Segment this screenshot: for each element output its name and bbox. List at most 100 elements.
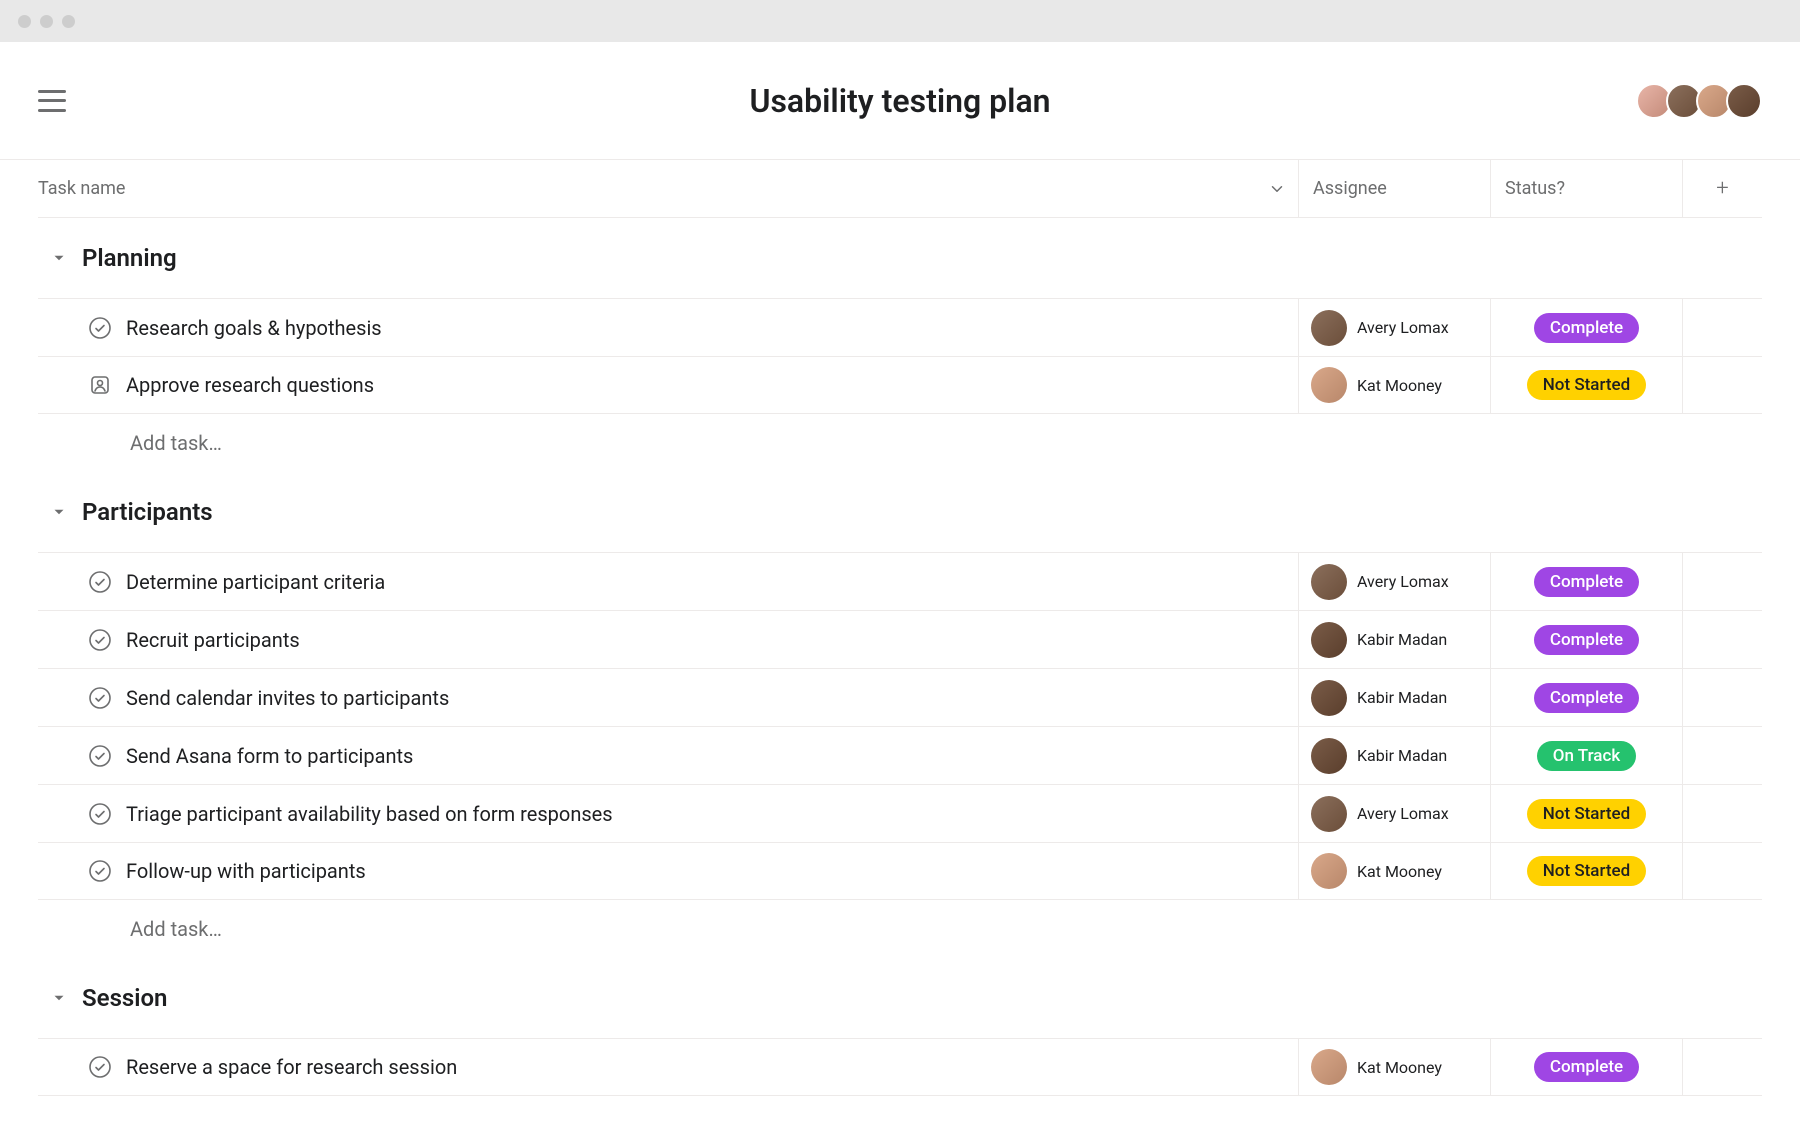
check-circle-icon[interactable]: [88, 802, 112, 826]
window-chrome: [0, 0, 1800, 42]
approval-icon[interactable]: [88, 373, 112, 397]
check-circle-icon[interactable]: [88, 628, 112, 652]
task-row[interactable]: Send calendar invites to participants Kab…: [38, 668, 1762, 726]
chevron-down-icon[interactable]: [1268, 180, 1286, 198]
extra-cell: [1682, 727, 1762, 784]
section-header[interactable]: Planning: [38, 218, 1762, 298]
status-cell[interactable]: On Track: [1490, 727, 1682, 784]
status-badge: Complete: [1534, 313, 1639, 343]
window-dot: [40, 15, 53, 28]
assignee-cell[interactable]: Kat Mooney: [1298, 843, 1490, 899]
avatar: [1311, 680, 1347, 716]
assignee-name: Avery Lomax: [1357, 572, 1449, 591]
table-header: Task name Assignee Status? +: [38, 160, 1762, 218]
task-name: Research goals & hypothesis: [126, 316, 382, 340]
assignee-name: Kat Mooney: [1357, 1058, 1442, 1077]
task-row[interactable]: Reserve a space for research session Kat …: [38, 1038, 1762, 1096]
section-title: Participants: [82, 498, 213, 526]
task-name: Send Asana form to participants: [126, 744, 413, 768]
status-cell[interactable]: Complete: [1490, 611, 1682, 668]
task-name: Reserve a space for research session: [126, 1055, 457, 1079]
task-row[interactable]: Send Asana form to participants Kabir Mad…: [38, 726, 1762, 784]
status-badge: Complete: [1534, 1052, 1639, 1082]
assignee-cell[interactable]: Kabir Madan: [1298, 611, 1490, 668]
check-circle-icon[interactable]: [88, 1055, 112, 1079]
caret-down-icon[interactable]: [50, 249, 68, 267]
column-task-name: Task name: [38, 178, 125, 199]
assignee-cell[interactable]: Kabir Madan: [1298, 669, 1490, 726]
window-dot: [18, 15, 31, 28]
assignee-cell[interactable]: Kat Mooney: [1298, 1039, 1490, 1095]
avatar: [1311, 310, 1347, 346]
status-badge: Complete: [1534, 567, 1639, 597]
check-circle-icon[interactable]: [88, 316, 112, 340]
task-row[interactable]: Determine participant criteria Avery Loma…: [38, 552, 1762, 610]
extra-cell: [1682, 1039, 1762, 1095]
check-circle-icon[interactable]: [88, 686, 112, 710]
section-header[interactable]: Participants: [38, 472, 1762, 552]
task-name: Determine participant criteria: [126, 570, 385, 594]
avatar[interactable]: [1726, 83, 1762, 119]
add-task-button[interactable]: Add task…: [38, 414, 1762, 472]
add-task-button[interactable]: Add task…: [38, 900, 1762, 958]
status-cell[interactable]: Not Started: [1490, 785, 1682, 842]
add-column-button[interactable]: +: [1682, 160, 1762, 217]
extra-cell: [1682, 669, 1762, 726]
task-row[interactable]: Triage participant availability based on…: [38, 784, 1762, 842]
hamburger-menu-icon[interactable]: [38, 90, 66, 112]
caret-down-icon[interactable]: [50, 989, 68, 1007]
column-assignee: Assignee: [1313, 178, 1387, 199]
check-circle-icon[interactable]: [88, 570, 112, 594]
section-header[interactable]: Session: [38, 958, 1762, 1038]
status-badge: Not Started: [1527, 370, 1646, 400]
status-cell[interactable]: Complete: [1490, 669, 1682, 726]
status-badge: Complete: [1534, 683, 1639, 713]
status-cell[interactable]: Complete: [1490, 553, 1682, 610]
avatar: [1311, 367, 1347, 403]
assignee-name: Avery Lomax: [1357, 318, 1449, 337]
check-circle-icon[interactable]: [88, 859, 112, 883]
assignee-cell[interactable]: Kat Mooney: [1298, 357, 1490, 413]
assignee-name: Kat Mooney: [1357, 862, 1442, 881]
status-cell[interactable]: Not Started: [1490, 843, 1682, 899]
task-row[interactable]: Approve research questions Kat Mooney Not …: [38, 356, 1762, 414]
plus-icon: +: [1716, 176, 1728, 201]
avatar: [1311, 622, 1347, 658]
task-row[interactable]: Recruit participants Kabir Madan Complete: [38, 610, 1762, 668]
task-name: Approve research questions: [126, 373, 374, 397]
topbar: Usability testing plan: [0, 42, 1800, 160]
extra-cell: [1682, 299, 1762, 356]
window-dot: [62, 15, 75, 28]
section-title: Session: [82, 984, 167, 1012]
assignee-cell[interactable]: Avery Lomax: [1298, 299, 1490, 356]
assignee-cell[interactable]: Avery Lomax: [1298, 785, 1490, 842]
extra-cell: [1682, 785, 1762, 842]
extra-cell: [1682, 553, 1762, 610]
check-circle-icon[interactable]: [88, 744, 112, 768]
assignee-cell[interactable]: Kabir Madan: [1298, 727, 1490, 784]
task-name: Recruit participants: [126, 628, 300, 652]
avatar: [1311, 853, 1347, 889]
task-row[interactable]: Research goals & hypothesis Avery Lomax Co…: [38, 298, 1762, 356]
assignee-name: Kat Mooney: [1357, 376, 1442, 395]
task-name: Triage participant availability based on…: [126, 802, 613, 826]
status-badge: Not Started: [1527, 799, 1646, 829]
section-title: Planning: [82, 244, 177, 272]
task-row[interactable]: Follow-up with participants Kat Mooney Not…: [38, 842, 1762, 900]
status-badge: Not Started: [1527, 856, 1646, 886]
assignee-name: Avery Lomax: [1357, 804, 1449, 823]
task-name: Follow-up with participants: [126, 859, 366, 883]
caret-down-icon[interactable]: [50, 503, 68, 521]
assignee-name: Kabir Madan: [1357, 630, 1447, 649]
status-cell[interactable]: Complete: [1490, 299, 1682, 356]
status-cell[interactable]: Complete: [1490, 1039, 1682, 1095]
project-members[interactable]: [1636, 83, 1762, 119]
assignee-cell[interactable]: Avery Lomax: [1298, 553, 1490, 610]
status-cell[interactable]: Not Started: [1490, 357, 1682, 413]
task-name: Send calendar invites to participants: [126, 686, 449, 710]
avatar: [1311, 796, 1347, 832]
assignee-name: Kabir Madan: [1357, 688, 1447, 707]
column-status: Status?: [1505, 178, 1565, 199]
avatar: [1311, 1049, 1347, 1085]
page-title: Usability testing plan: [749, 82, 1050, 120]
